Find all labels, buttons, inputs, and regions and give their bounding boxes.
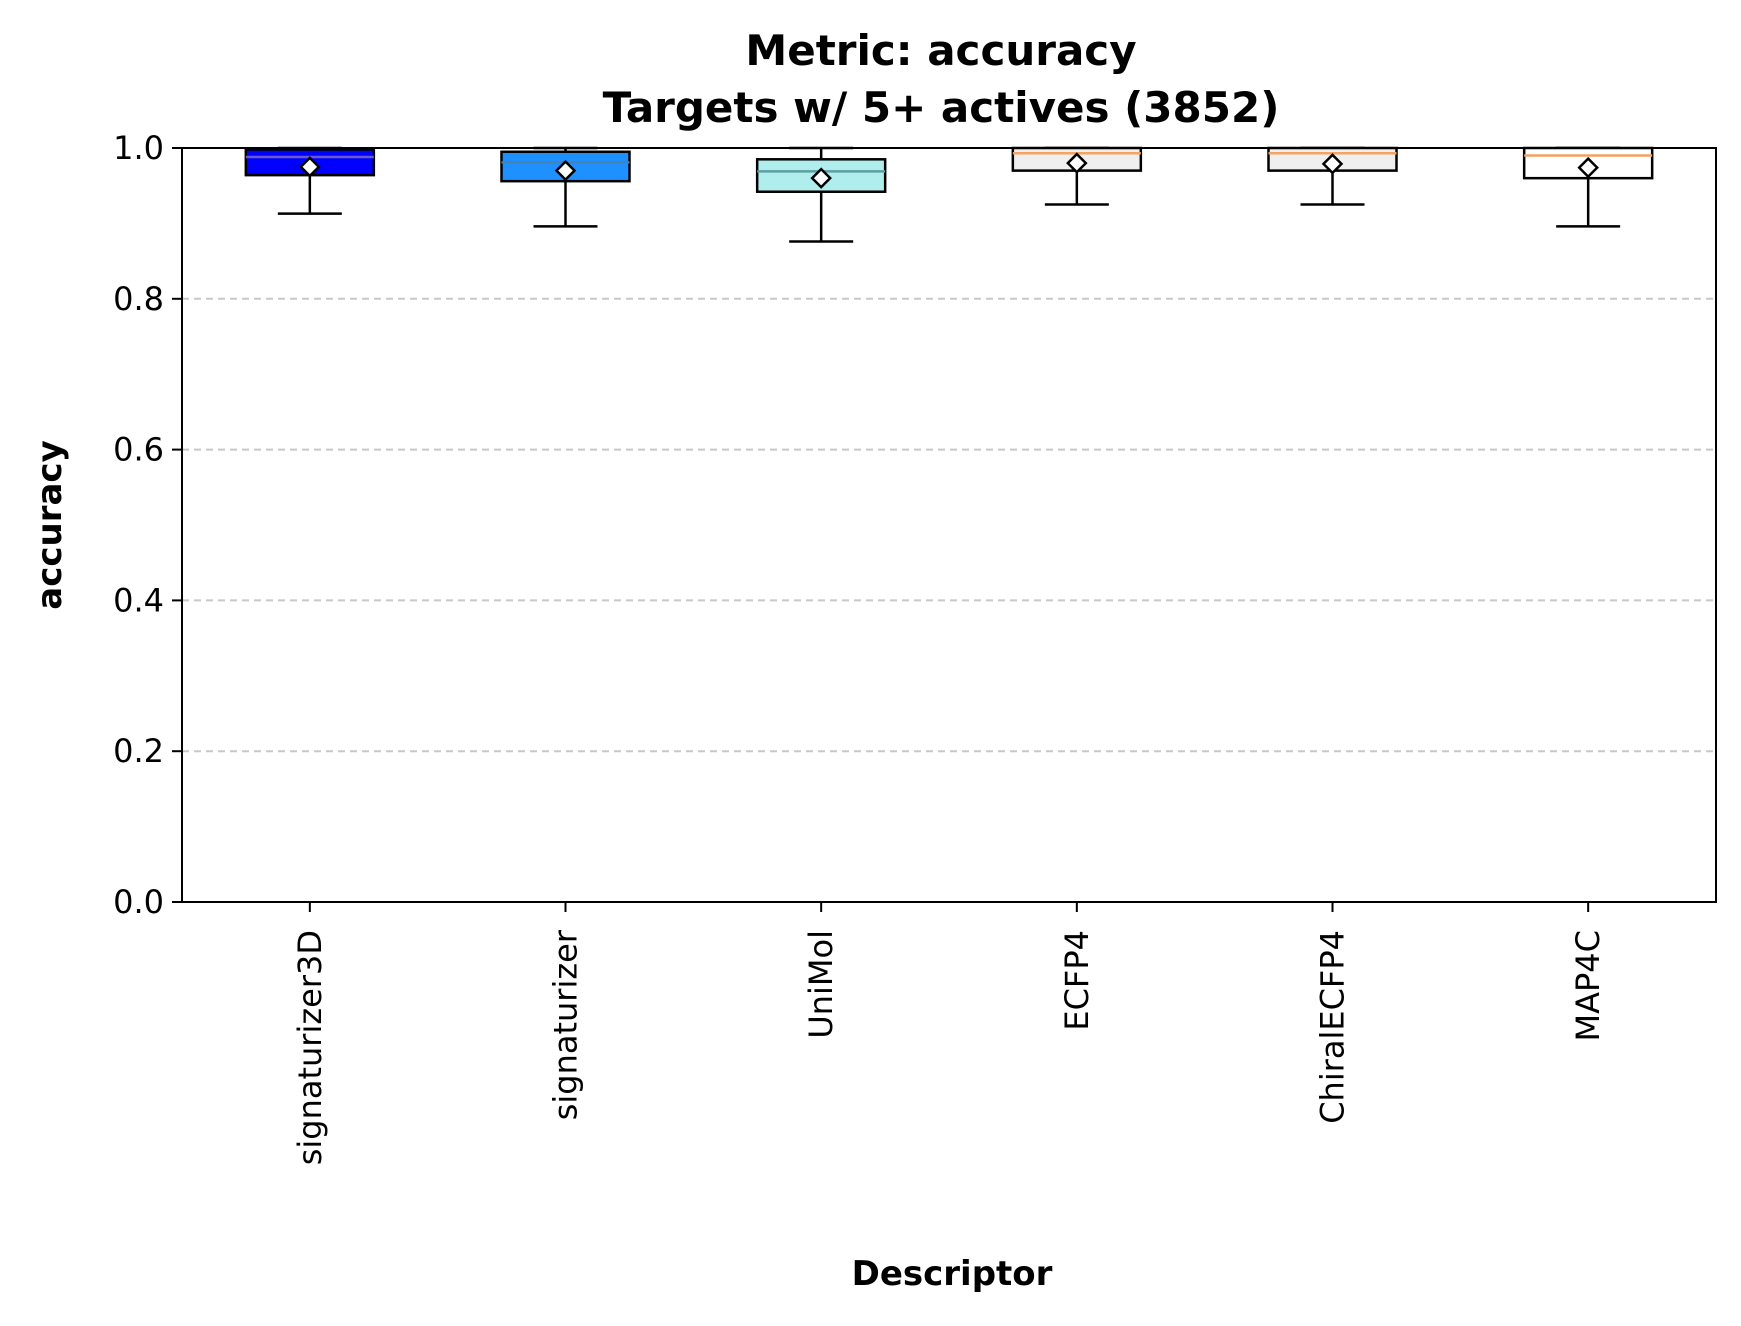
plot-frame — [181, 147, 1717, 903]
mean-marker — [810, 167, 832, 189]
x-tick-label: ChiralECFP4 — [1314, 930, 1352, 1124]
y-tick-label: 0.4 — [113, 581, 164, 619]
mean-marker — [1577, 156, 1599, 179]
y-tick-label: 0.0 — [113, 883, 164, 921]
box-map4c — [1522, 146, 1654, 228]
y-tick-label: 0.2 — [113, 732, 164, 770]
x-axis-label: Descriptor — [852, 1254, 1053, 1294]
y-tick-label: 0.6 — [113, 431, 164, 469]
y-axis-label: accuracy — [30, 440, 70, 610]
x-tick-label: signaturizer — [547, 929, 585, 1120]
y-tick-label: 0.8 — [113, 280, 164, 318]
y-tick-label: 1.0 — [113, 129, 164, 167]
chart-subtitle: Targets w/ 5+ actives (3852) — [603, 83, 1280, 132]
x-tick-label: MAP4C — [1569, 930, 1607, 1042]
mean-marker — [1066, 152, 1088, 174]
box-chiralecfp4 — [1267, 146, 1398, 206]
mean-marker — [299, 156, 321, 178]
box-ecfp4 — [1011, 146, 1143, 206]
x-tick-label: UniMol — [802, 930, 840, 1039]
x-tick-label: signaturizer3D — [291, 930, 329, 1165]
mean-marker — [1321, 153, 1344, 175]
grid-layer — [182, 297, 1716, 753]
x-tick-label: ECFP4 — [1058, 930, 1096, 1031]
chart-title: Metric: accuracy — [745, 26, 1136, 75]
box-signaturizer3d — [244, 146, 376, 215]
box-signaturizer — [500, 146, 631, 228]
mean-marker — [554, 159, 577, 182]
box-layer — [244, 146, 1654, 243]
axis-layer: 0.0 0.2 0.4 0.6 0.8 1.0 signaturizer3D signatur… — [113, 129, 1607, 1165]
box-unimol — [755, 146, 887, 243]
